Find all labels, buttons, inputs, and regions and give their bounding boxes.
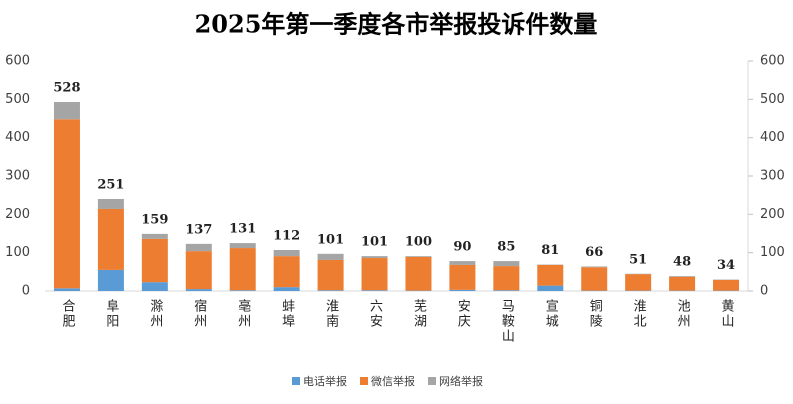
bar-segment: [54, 119, 80, 288]
y-tick-label: 500: [5, 92, 30, 107]
bar-segment: [581, 266, 607, 267]
bar-segment: [493, 290, 519, 291]
bar-segment: [449, 261, 475, 265]
x-tick-label: 铜陵: [587, 299, 603, 329]
total-label: 81: [541, 243, 559, 258]
bar-segment: [362, 256, 388, 258]
y2-tick-label: 400: [760, 130, 785, 145]
total-label: 51: [629, 252, 647, 267]
x-tick-label: 淮北: [631, 299, 647, 329]
x-tick-label: 合肥: [59, 299, 75, 329]
legend-swatch: [428, 377, 436, 385]
x-tick-label: 马鞍山: [499, 299, 515, 344]
total-label: 159: [141, 212, 168, 227]
total-label: 101: [317, 232, 344, 247]
bar-segment: [318, 290, 344, 291]
bar-segment: [186, 251, 212, 289]
legend-label: 微信举报: [371, 374, 415, 388]
total-label: 66: [585, 245, 603, 260]
total-label: 85: [497, 240, 515, 255]
total-label: 112: [273, 228, 300, 243]
x-tick-label: 宿州: [191, 298, 207, 329]
x-tick-label: 黄山: [719, 299, 735, 329]
y2-tick-label: 100: [760, 245, 785, 260]
x-tick-label: 亳州: [235, 298, 251, 329]
x-tick-label: 阜阳: [103, 298, 119, 329]
bar-segment: [493, 261, 519, 266]
y2-tick-label: 0: [760, 284, 768, 299]
bar-segment: [186, 244, 212, 251]
bar-segment: [405, 257, 431, 291]
x-tick-label: 蚌埠: [279, 299, 295, 329]
bar-segment: [98, 270, 124, 291]
x-tick-label: 淮南: [323, 299, 339, 329]
y-tick-label: 200: [5, 207, 30, 222]
bar-segment: [186, 289, 212, 291]
bar-segment: [625, 274, 651, 290]
y-tick-label: 400: [5, 130, 30, 145]
bar-segment: [493, 266, 519, 290]
chart-title: 2025年第一季度各市举报投诉件数量: [195, 10, 598, 39]
y2-tick-label: 200: [760, 207, 785, 222]
bar-segment: [274, 250, 300, 256]
bar-segment: [362, 290, 388, 291]
total-label: 251: [97, 178, 124, 193]
bar-segment: [405, 256, 431, 257]
x-tick-label: 池州: [675, 299, 691, 329]
y2-tick-label: 600: [760, 54, 785, 69]
x-tick-label: 宣城: [543, 298, 559, 329]
total-label: 137: [185, 222, 212, 237]
bar-segment: [362, 258, 388, 290]
legend-label: 电话举报: [303, 374, 347, 388]
bar-segment: [54, 288, 80, 291]
x-tick-label: 芜湖: [411, 299, 427, 329]
total-label: 100: [405, 235, 432, 250]
bar-segment: [98, 199, 124, 209]
bar-segment: [142, 239, 168, 282]
bar-segment: [230, 248, 256, 290]
bar-segment: [537, 265, 563, 286]
bar-segment: [713, 280, 739, 291]
total-label: 101: [361, 235, 388, 250]
y-tick-label: 600: [5, 54, 30, 69]
bar-segment: [449, 290, 475, 291]
bar-segment: [669, 276, 695, 277]
total-label: 48: [673, 255, 691, 270]
bar-segment: [318, 260, 344, 290]
y-tick-label: 100: [5, 245, 30, 260]
total-label: 90: [453, 240, 471, 255]
x-tick-label: 六安: [367, 299, 383, 329]
bar-segment: [230, 290, 256, 291]
bar-segment: [274, 256, 300, 287]
bar-segment: [98, 209, 124, 270]
bar-segment: [581, 267, 607, 290]
y2-tick-label: 500: [760, 92, 785, 107]
bar-segment: [274, 287, 300, 291]
bar-segment: [230, 243, 256, 248]
bar-segment: [669, 277, 695, 291]
legend-label: 网络举报: [439, 374, 483, 388]
bar-segment: [318, 254, 344, 260]
y-tick-label: 300: [5, 169, 30, 184]
x-tick-label: 安庆: [455, 299, 471, 329]
total-label: 528: [53, 81, 80, 96]
bar-segment: [142, 282, 168, 291]
bar-segment: [54, 102, 80, 119]
y2-tick-label: 300: [760, 169, 785, 184]
total-label: 34: [717, 258, 735, 273]
y-tick-label: 0: [22, 284, 30, 299]
legend-swatch: [292, 377, 300, 385]
total-label: 131: [229, 222, 256, 237]
bar-segment: [537, 286, 563, 291]
legend-swatch: [360, 377, 368, 385]
bar-segment: [142, 234, 168, 239]
bar-segment: [449, 265, 475, 290]
x-tick-label: 滁州: [147, 298, 163, 329]
